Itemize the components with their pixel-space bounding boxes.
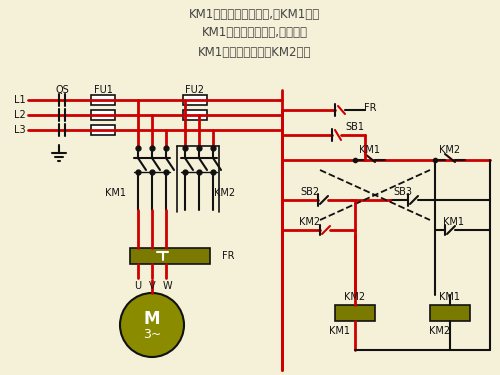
Text: L3: L3 [14,125,26,135]
Bar [430,305,470,321]
Bar [183,95,207,105]
Text: KM1: KM1 [360,145,380,155]
Text: L1: L1 [14,95,26,105]
Text: KM1动断触头断开对KM2联锁: KM1动断触头断开对KM2联锁 [198,45,312,58]
Text: SB1: SB1 [346,122,364,132]
Bar [91,125,115,135]
Text: L2: L2 [14,110,26,120]
Text: KM2: KM2 [300,217,320,227]
Text: QS: QS [55,85,69,95]
Text: KM2: KM2 [214,188,236,198]
Bar [183,110,207,120]
Text: KM1: KM1 [440,292,460,302]
Text: SB3: SB3 [394,187,412,197]
Text: U: U [134,281,141,291]
Text: FU2: FU2 [186,85,204,95]
Text: KM2: KM2 [440,145,460,155]
Text: M: M [144,310,160,328]
Bar [130,248,210,264]
Text: 3~: 3~ [143,327,161,340]
Text: FU1: FU1 [94,85,112,95]
Text: FR: FR [364,103,376,113]
Text: KM1: KM1 [442,217,464,227]
Text: FR: FR [222,251,234,261]
Text: KM2: KM2 [344,292,366,302]
Text: KM1: KM1 [104,188,126,198]
Bar [91,95,115,105]
Text: KM1动合主触头闭合,电机正转: KM1动合主触头闭合,电机正转 [202,27,308,39]
Bar [91,110,115,120]
Text: KM2: KM2 [430,326,450,336]
Text: KM1动合辅助触头闭合,对KM1自锁: KM1动合辅助触头闭合,对KM1自锁 [190,8,320,21]
Text: V: V [148,281,156,291]
Circle shape [120,293,184,357]
Text: SB2: SB2 [300,187,320,197]
Bar [335,305,375,321]
Text: W: W [162,281,172,291]
Text: KM1: KM1 [330,326,350,336]
